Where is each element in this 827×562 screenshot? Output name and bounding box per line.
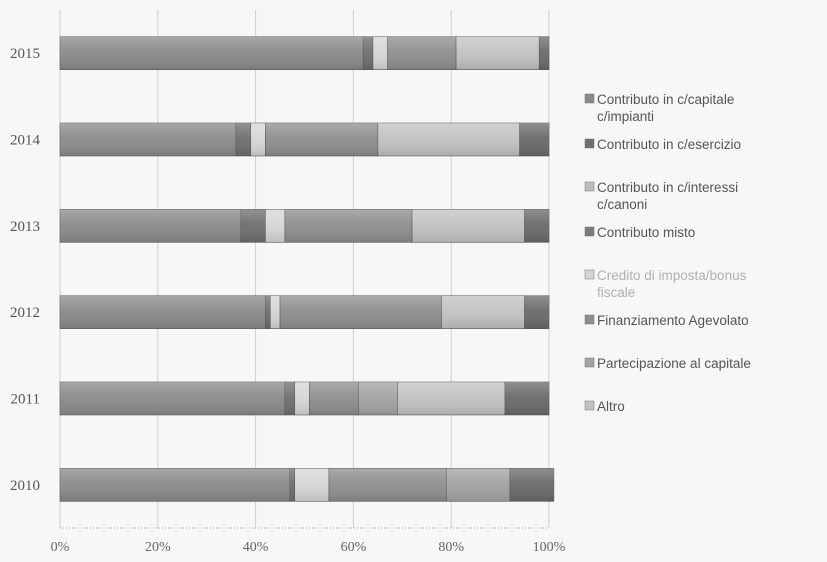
- x-tick-label: 20%: [145, 540, 171, 555]
- bar-segment-shade: [456, 36, 540, 70]
- y-tick-label: 2013: [10, 219, 40, 235]
- bar-segment-shade: [397, 382, 505, 415]
- bar-segment-shade: [358, 382, 398, 415]
- bar-segment-shade: [60, 209, 241, 243]
- legend-label: Altro: [597, 399, 625, 414]
- legend-swatch: [584, 93, 595, 104]
- legend-label: Finanziamento Agevolato: [597, 313, 749, 328]
- gridlines: [59, 10, 550, 529]
- bar-segment-shade: [363, 36, 373, 70]
- bar-segment-shade: [270, 295, 281, 329]
- y-tick-label: 2015: [10, 46, 40, 62]
- x-axis-labels: 0% 20% 40% 60% 80% 100%: [51, 540, 566, 555]
- legend-label: fiscale: [597, 285, 635, 300]
- bars: [59, 36, 555, 502]
- bar-segment-shade: [294, 468, 329, 502]
- bar-segment-shade: [509, 468, 554, 502]
- bar-segment-shade: [446, 468, 510, 502]
- bar-segment-shade: [236, 123, 251, 156]
- legend-swatch: [584, 400, 595, 411]
- bar-segment-shade: [60, 468, 290, 502]
- bar-segment-shade: [60, 295, 266, 329]
- bar-segment-shade: [387, 36, 457, 70]
- y-tick-label: 2010: [10, 478, 40, 494]
- bar-segment-shade: [60, 123, 237, 156]
- bar-segment-shade: [539, 36, 549, 70]
- y-tick-label: 2012: [10, 305, 40, 321]
- legend-swatch: [584, 314, 595, 325]
- legend-swatch: [584, 269, 595, 280]
- legend-label: Credito di imposta/bonus: [597, 268, 747, 283]
- bar-segment-shade: [412, 209, 525, 243]
- bar-segment-shade: [377, 123, 520, 156]
- bar-segment-shade: [519, 123, 549, 156]
- legend-swatch: [584, 226, 595, 237]
- bar-segment-shade: [524, 295, 549, 329]
- bar-segment-shade: [294, 382, 310, 415]
- x-tick-label: 60%: [341, 540, 367, 555]
- bar-segment-shade: [289, 468, 295, 502]
- bar-segment-shade: [524, 209, 549, 243]
- legend: Contributo in c/capitale c/impianti Contri…: [584, 92, 751, 414]
- bar-segment-shade: [265, 209, 285, 243]
- x-tick-label: 100%: [533, 540, 566, 555]
- legend-label: c/impianti: [597, 109, 654, 124]
- bar-segment-shade: [504, 382, 549, 415]
- bar-segment-shade: [309, 382, 359, 415]
- bar-segment-shade: [441, 295, 525, 329]
- y-axis-labels: 2010 2011 2012 2013 2014 2015: [10, 46, 41, 494]
- legend-swatch: [584, 138, 595, 149]
- bar-segment-shade: [60, 382, 285, 415]
- legend-label: Partecipazione al capitale: [597, 356, 751, 371]
- bar-segment-shade: [60, 36, 364, 70]
- bar-segment-shade: [240, 209, 266, 243]
- y-tick-label: 2011: [11, 392, 40, 408]
- bar-segment-shade: [328, 468, 447, 502]
- bar-segment-shade: [265, 123, 378, 156]
- x-tick-label: 0%: [51, 540, 70, 555]
- legend-label: Contributo in c/interessi: [597, 180, 738, 195]
- bar-segment-shade: [265, 295, 271, 329]
- legend-swatch: [584, 181, 595, 192]
- bar-segment-shade: [284, 382, 295, 415]
- legend-label: Contributo misto: [597, 225, 695, 240]
- y-tick-label: 2014: [10, 133, 41, 149]
- legend-label: Contributo in c/capitale: [597, 92, 734, 107]
- x-tick-label: 40%: [243, 540, 269, 555]
- bar-segment-shade: [280, 295, 442, 329]
- bar-segment-shade: [250, 123, 266, 156]
- legend-label: Contributo in c/esercizio: [597, 137, 741, 152]
- legend-swatch: [584, 357, 595, 368]
- bar-segment-shade: [284, 209, 413, 243]
- bar-segment-shade: [372, 36, 388, 70]
- legend-label: c/canoni: [597, 197, 647, 212]
- x-tick-label: 80%: [438, 540, 464, 555]
